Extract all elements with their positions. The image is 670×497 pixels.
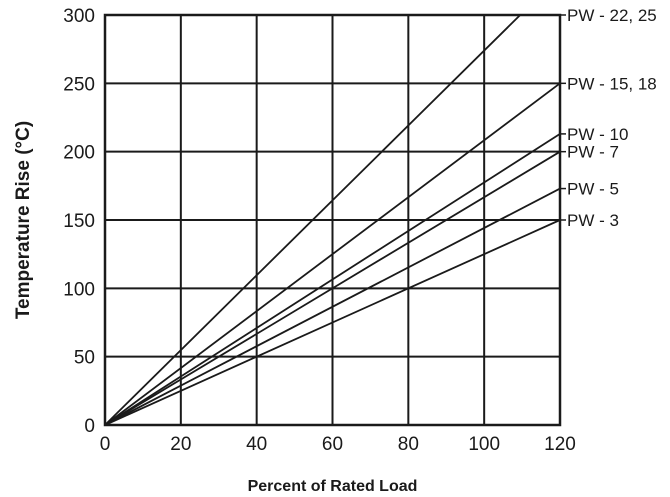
series-lines (104, 14, 561, 426)
grid-lines (104, 14, 561, 426)
y-tick-label: 0 (84, 416, 95, 437)
y-tick-label: 300 (63, 6, 95, 27)
series-line-1 (104, 14, 521, 426)
x-tick-label: 40 (246, 434, 267, 455)
series-line-5 (104, 187, 561, 426)
series-label: PW - 15, 18 (567, 74, 657, 93)
series-label: PW - 3 (567, 211, 619, 230)
y-tick-label: 100 (63, 279, 95, 300)
x-tick-label: 100 (468, 434, 500, 455)
y-axis-title: Temperature Rise (°C) (13, 121, 34, 319)
series-label: PW - 10 (567, 125, 628, 144)
y-tick-label: 250 (63, 74, 95, 95)
series-line-4 (104, 150, 561, 426)
series-line-6 (104, 219, 561, 426)
series-line-3 (104, 133, 561, 426)
series-label: PW - 5 (567, 180, 619, 199)
x-axis-title: Percent of Rated Load (248, 478, 418, 495)
series-line-2 (104, 82, 561, 426)
x-tick-label: 20 (170, 434, 191, 455)
y-tick-label: 200 (63, 143, 95, 164)
x-tick-label: 80 (398, 434, 419, 455)
series-label: PW - 22, 25 (567, 6, 657, 25)
x-tick-label: 120 (544, 434, 576, 455)
y-tick-labels: 0 50 100 150 200 250 300 (63, 6, 95, 437)
y-tick-label: 50 (74, 348, 95, 369)
x-tick-label: 60 (322, 434, 343, 455)
x-tick-labels: 0 20 40 60 80 100 120 (100, 434, 576, 455)
y-tick-label: 150 (63, 211, 95, 232)
x-tick-label: 0 (100, 434, 111, 455)
series-label: PW - 7 (567, 143, 619, 162)
